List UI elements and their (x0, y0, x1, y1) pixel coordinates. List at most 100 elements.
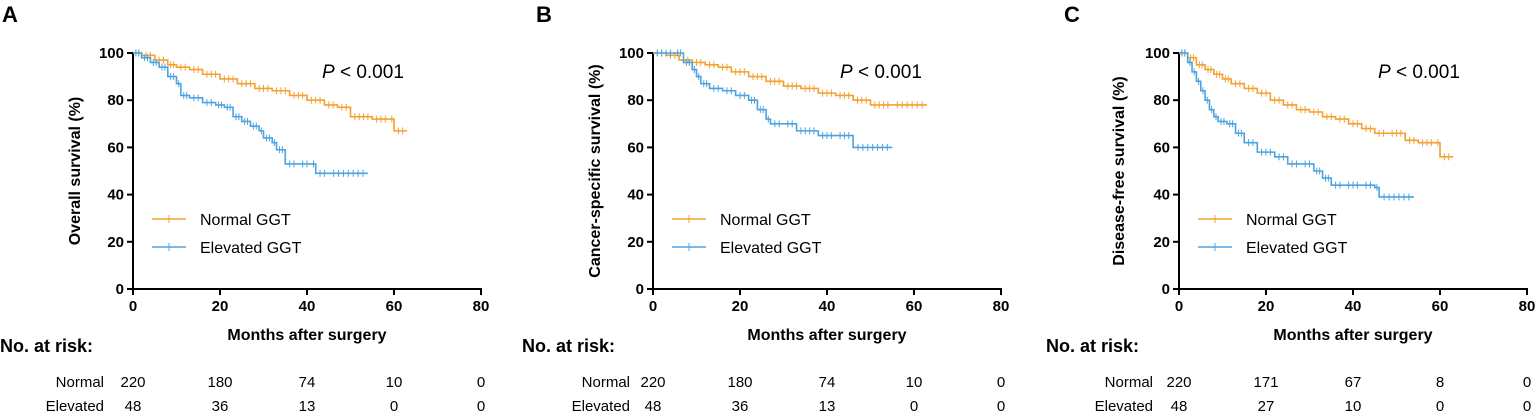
risk-value: 0 (477, 374, 485, 391)
y-tick-label: 100 (619, 45, 644, 62)
series-line-elevated-ggt (653, 52, 893, 149)
risk-value: 48 (125, 398, 142, 413)
y-tick-label: 0 (1162, 281, 1170, 298)
legend-label-elevated-ggt: Elevated GGT (200, 240, 302, 257)
legend-label-elevated-ggt: Elevated GGT (1246, 240, 1348, 257)
risk-value: 0 (910, 398, 918, 413)
risk-value: 8 (1436, 374, 1444, 391)
risk-value: 0 (1523, 374, 1531, 391)
x-tick-label: 20 (1258, 298, 1275, 315)
risk-value: 10 (386, 374, 403, 391)
legend-label-normal-ggt: Normal GGT (1246, 212, 1337, 229)
legend-label-elevated-ggt: Elevated GGT (720, 240, 822, 257)
risk-row-label: Normal (1105, 374, 1153, 391)
x-tick-label: 40 (1345, 298, 1362, 315)
risk-value: 36 (732, 398, 749, 413)
y-tick-label: 40 (1153, 187, 1170, 204)
risk-value: 13 (299, 398, 316, 413)
risk-value: 220 (640, 374, 665, 391)
y-tick-label: 80 (627, 92, 644, 109)
y-tick-label: 20 (107, 234, 124, 251)
y-tick-label: 0 (116, 281, 124, 298)
risk-value: 0 (1523, 398, 1531, 413)
x-tick-label: 40 (819, 298, 836, 315)
panel-letter: B (536, 2, 552, 27)
p-value-text: < 0.001 (1391, 62, 1460, 83)
x-axis-title: Months after surgery (1273, 327, 1432, 344)
panel-letter: C (1064, 2, 1080, 27)
risk-value: 0 (390, 398, 398, 413)
y-tick-label: 40 (627, 187, 644, 204)
risk-value: 220 (1166, 374, 1191, 391)
y-axis-title: Overall survival (%) (67, 97, 84, 246)
x-tick-label: 80 (993, 298, 1010, 315)
risk-value: 10 (906, 374, 923, 391)
x-tick-label: 40 (299, 298, 316, 315)
risk-value: 180 (207, 374, 232, 391)
risk-value: 48 (1171, 398, 1188, 413)
panel-letter: A (2, 2, 18, 27)
risk-row-label: Elevated (572, 398, 630, 413)
y-tick-label: 60 (627, 139, 644, 156)
risk-row-label: Elevated (46, 398, 104, 413)
risk-value: 74 (819, 374, 836, 391)
y-tick-label: 60 (107, 139, 124, 156)
risk-row-label: Elevated (1095, 398, 1153, 413)
x-axis-title: Months after surgery (747, 327, 906, 344)
series-line-normal-ggt (653, 52, 928, 106)
risk-value: 180 (727, 374, 752, 391)
p-value-symbol: P (840, 62, 853, 83)
y-tick-label: 100 (1145, 45, 1170, 62)
risk-value: 0 (997, 398, 1005, 413)
x-tick-label: 80 (1519, 298, 1536, 315)
risk-table-title: No. at risk: (522, 336, 615, 356)
x-tick-label: 20 (732, 298, 749, 315)
risk-value: 0 (997, 374, 1005, 391)
risk-value: 48 (645, 398, 662, 413)
y-tick-label: 20 (627, 234, 644, 251)
x-tick-label: 0 (649, 298, 657, 315)
series-line-normal-ggt (133, 52, 408, 132)
risk-value: 220 (120, 374, 145, 391)
risk-value: 27 (1258, 398, 1275, 413)
risk-row-label: Normal (56, 374, 104, 391)
risk-value: 0 (477, 398, 485, 413)
p-value: P < 0.001 (1378, 62, 1460, 83)
risk-value: 10 (1345, 398, 1362, 413)
risk-table-title: No. at risk: (0, 336, 93, 356)
risk-value: 67 (1345, 374, 1362, 391)
legend-label-normal-ggt: Normal GGT (200, 212, 291, 229)
risk-row-label: Normal (582, 374, 630, 391)
y-tick-label: 80 (1153, 92, 1170, 109)
risk-value: 13 (819, 398, 836, 413)
y-tick-label: 80 (107, 92, 124, 109)
series-line-normal-ggt (1179, 52, 1454, 158)
y-tick-label: 40 (107, 187, 124, 204)
x-axis-title: Months after surgery (227, 327, 386, 344)
y-tick-label: 60 (1153, 139, 1170, 156)
x-tick-label: 0 (129, 298, 137, 315)
x-tick-label: 80 (473, 298, 490, 315)
series-line-elevated-ggt (133, 52, 368, 175)
y-tick-label: 0 (636, 281, 644, 298)
x-tick-label: 0 (1175, 298, 1183, 315)
p-value: P < 0.001 (840, 62, 922, 83)
p-value: P < 0.001 (322, 62, 404, 83)
x-tick-label: 60 (906, 298, 923, 315)
y-axis-title: Cancer-specific survival (%) (587, 64, 604, 277)
y-tick-label: 20 (1153, 234, 1170, 251)
risk-value: 171 (1253, 374, 1278, 391)
x-tick-label: 60 (386, 298, 403, 315)
y-tick-label: 100 (99, 45, 124, 62)
y-axis-title: Disease-free survival (%) (1111, 76, 1128, 265)
risk-value: 74 (299, 374, 316, 391)
p-value-text: < 0.001 (335, 62, 404, 83)
risk-value: 0 (1436, 398, 1444, 413)
p-value-symbol: P (1378, 62, 1391, 83)
legend-label-normal-ggt: Normal GGT (720, 212, 811, 229)
series-line-elevated-ggt (1179, 52, 1414, 198)
x-tick-label: 60 (1432, 298, 1449, 315)
